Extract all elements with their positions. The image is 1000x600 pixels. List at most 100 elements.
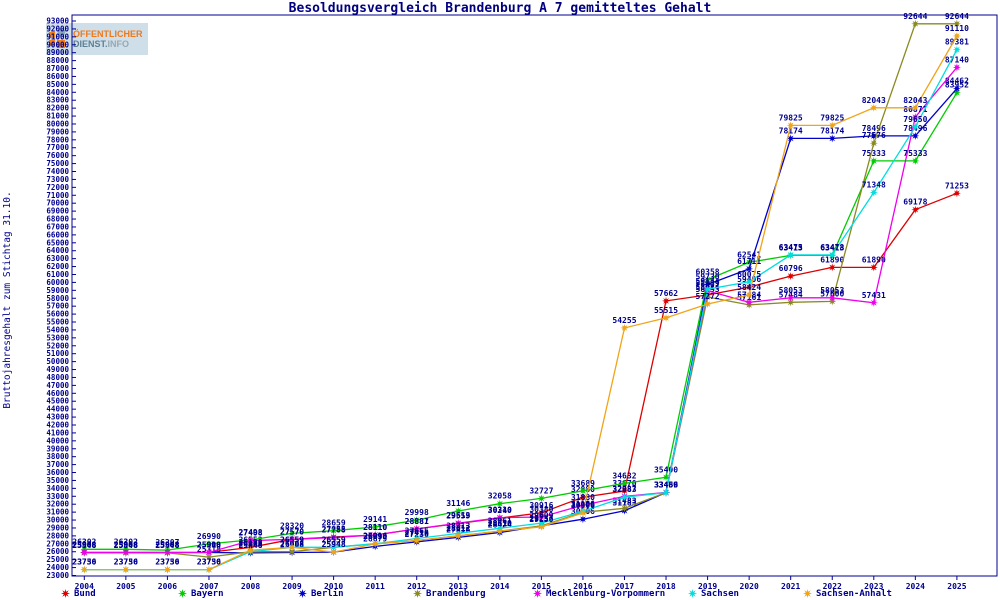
data-point-label: 26198: [238, 538, 262, 547]
data-point-marker[interactable]: [869, 103, 878, 112]
data-point-marker[interactable]: [205, 565, 213, 574]
data-point-marker[interactable]: [288, 547, 297, 556]
data-point-marker[interactable]: [246, 546, 255, 555]
data-point-marker[interactable]: [205, 553, 213, 562]
data-point-marker[interactable]: [869, 263, 878, 272]
data-point-marker[interactable]: [745, 298, 754, 307]
data-point-marker[interactable]: [495, 527, 504, 536]
data-point-marker[interactable]: [828, 134, 837, 143]
data-point-marker[interactable]: [620, 323, 629, 332]
data-point-marker[interactable]: [121, 548, 130, 557]
data-point-marker[interactable]: [578, 493, 587, 502]
data-point-marker[interactable]: [828, 263, 837, 272]
legend-item-mecklenburg-vorpommern[interactable]: Mecklenburg-Vorpommern: [532, 588, 665, 599]
x-axis-year-label: 2024: [906, 582, 925, 591]
data-point-marker[interactable]: [786, 134, 795, 143]
data-point-marker[interactable]: [80, 548, 89, 557]
data-point-marker[interactable]: [329, 526, 338, 535]
data-point-marker[interactable]: [121, 565, 130, 574]
data-point-marker[interactable]: [786, 250, 795, 259]
data-point-marker[interactable]: [745, 290, 754, 299]
data-point-marker[interactable]: [288, 543, 297, 552]
data-point-marker[interactable]: [911, 205, 920, 214]
data-point-marker[interactable]: [578, 508, 587, 517]
legend-item-bayern[interactable]: Bayern: [177, 588, 224, 599]
data-point-marker[interactable]: [786, 293, 795, 302]
data-point-marker[interactable]: [869, 139, 878, 148]
data-point-marker[interactable]: [952, 63, 961, 72]
data-point-marker[interactable]: [620, 479, 629, 488]
data-point-marker[interactable]: [537, 494, 546, 503]
data-point-marker[interactable]: [911, 131, 920, 140]
data-point-marker[interactable]: [952, 19, 961, 28]
data-point-marker[interactable]: [869, 188, 878, 197]
data-point-marker[interactable]: [745, 264, 754, 273]
data-point-marker[interactable]: [329, 543, 338, 552]
data-point-marker[interactable]: [454, 531, 463, 540]
data-point-marker[interactable]: [828, 121, 837, 130]
data-point-marker[interactable]: [163, 565, 172, 574]
data-point-marker[interactable]: [662, 488, 670, 497]
data-point-marker[interactable]: [371, 531, 380, 539]
data-point-marker[interactable]: [371, 539, 380, 548]
data-point-marker[interactable]: [911, 19, 920, 28]
data-point-marker[interactable]: [288, 529, 297, 538]
data-point-marker[interactable]: [329, 533, 338, 542]
data-point-marker[interactable]: [786, 272, 795, 281]
data-point-marker[interactable]: [952, 32, 961, 40]
data-point-marker[interactable]: [662, 296, 670, 305]
data-point-marker[interactable]: [620, 504, 629, 513]
data-point-marker[interactable]: [495, 499, 504, 508]
data-point-label: 29613: [446, 511, 470, 520]
data-point-marker[interactable]: [163, 548, 172, 557]
legend-item-bund[interactable]: Bund: [60, 588, 96, 599]
data-point-marker[interactable]: [911, 156, 920, 165]
data-point-marker[interactable]: [537, 522, 546, 531]
data-point-marker[interactable]: [80, 565, 89, 574]
data-point-marker[interactable]: [828, 293, 837, 302]
y-axis-tick-label: 51000: [46, 349, 69, 358]
data-point-marker[interactable]: [454, 519, 463, 528]
data-point-marker[interactable]: [703, 300, 712, 308]
data-point-marker[interactable]: [620, 487, 629, 495]
data-point-marker[interactable]: [952, 84, 961, 93]
data-point-label: 29559: [446, 512, 470, 521]
data-point-marker[interactable]: [662, 313, 670, 322]
data-point-marker[interactable]: [703, 285, 712, 294]
legend-item-brandenburg[interactable]: Brandenburg: [412, 588, 486, 599]
data-point-marker[interactable]: [869, 156, 878, 165]
legend-item-berlin[interactable]: Berlin: [297, 588, 344, 599]
data-point-marker[interactable]: [703, 275, 712, 284]
data-point-marker[interactable]: [952, 45, 961, 54]
data-point-marker[interactable]: [246, 536, 255, 545]
data-point-marker[interactable]: [371, 522, 380, 531]
data-point-marker[interactable]: [620, 493, 629, 502]
data-point-marker[interactable]: [454, 507, 463, 515]
data-point-marker[interactable]: [703, 280, 712, 289]
data-point-label: 23736: [155, 558, 179, 567]
data-point-marker[interactable]: [828, 250, 837, 259]
data-point-marker[interactable]: [412, 536, 421, 545]
data-point-marker[interactable]: [412, 524, 421, 533]
data-point-marker[interactable]: [786, 298, 795, 307]
data-point-marker[interactable]: [911, 113, 920, 122]
data-point-marker[interactable]: [412, 516, 421, 525]
legend-item-sachsen[interactable]: Sachsen: [687, 588, 739, 599]
data-point-marker[interactable]: [495, 513, 504, 522]
data-point-marker[interactable]: [288, 535, 297, 544]
data-point-marker[interactable]: [205, 548, 213, 557]
data-point-marker[interactable]: [578, 515, 587, 524]
legend-item-sachsen-anhalt[interactable]: Sachsen-Anhalt: [802, 588, 892, 599]
data-point-marker[interactable]: [205, 539, 213, 548]
data-point-marker[interactable]: [745, 277, 754, 286]
data-point-marker[interactable]: [869, 298, 878, 307]
data-point-marker[interactable]: [537, 513, 546, 521]
data-point-marker[interactable]: [329, 548, 338, 557]
data-point-marker[interactable]: [786, 121, 795, 130]
oeffentlicher-dienst-logo[interactable]: ÖFFENTLICHER DIENST.INFO: [46, 23, 148, 55]
data-point-marker[interactable]: [911, 122, 920, 131]
data-point-marker[interactable]: [911, 103, 920, 112]
data-point-marker[interactable]: [578, 486, 587, 495]
data-point-marker[interactable]: [952, 189, 961, 198]
